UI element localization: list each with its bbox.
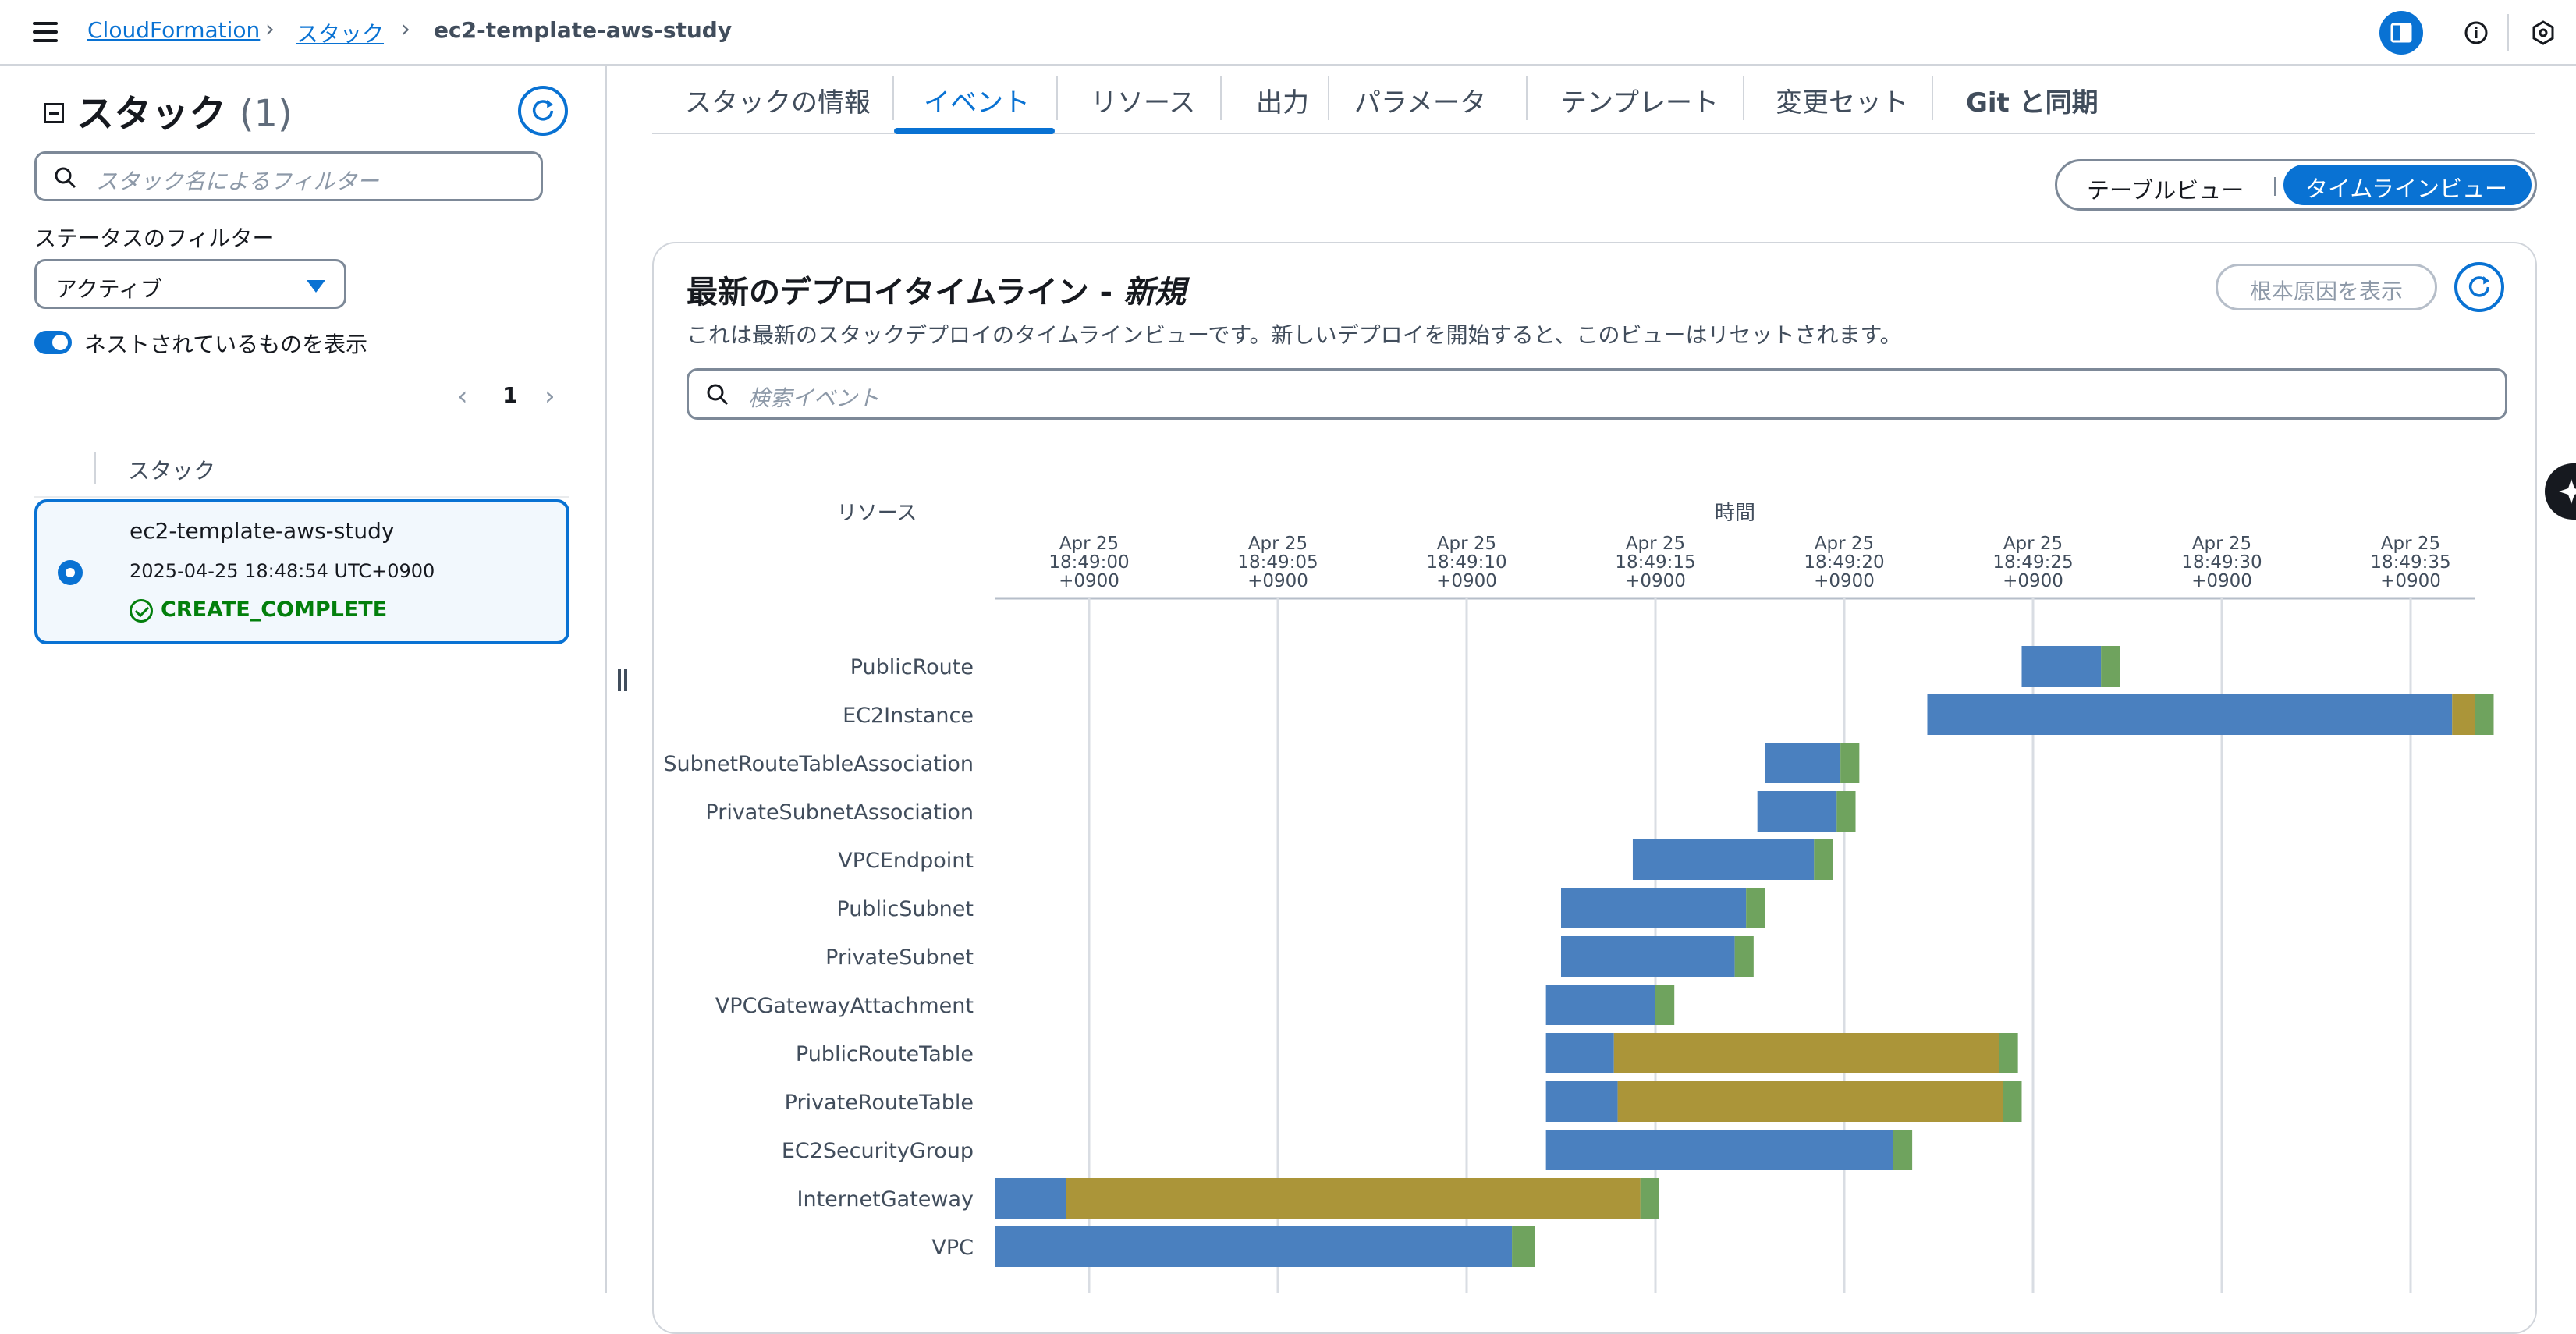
timeline-title-suffix: 新規 [1123,275,1187,310]
assistant-fab[interactable] [2545,463,2576,520]
tab-divider [1743,76,1744,120]
resize-handle-icon[interactable] [616,669,630,691]
pager-current-page[interactable]: 1 [502,382,518,408]
collapse-icon[interactable] [44,103,64,123]
stacks-title: スタック (1) [76,83,293,137]
sparkle-icon [2559,479,2576,504]
breadcrumb-current: ec2-template-aws-study [434,17,733,43]
tab-change-sets[interactable]: 変更セット [1776,87,1908,119]
tab-divider [1932,76,1933,120]
column-header-line [34,496,569,498]
breadcrumb-cloudformation[interactable]: CloudFormation [87,17,261,43]
status-filter-label: ステータスのフィルター [34,225,275,251]
nested-toggle-label: ネストされているものを表示 [84,332,368,357]
stacks-count: (1) [239,92,293,136]
stacks-title-text: スタック [76,92,227,136]
stack-filter-placeholder: スタック名によるフィルター [96,169,379,194]
nested-toggle[interactable] [34,331,72,354]
pager-next-icon[interactable]: › [545,381,555,412]
stack-filter-input[interactable]: スタック名によるフィルター [34,151,543,201]
top-bar: CloudFormation › スタック › ec2-template-aws… [0,0,2576,66]
event-search-placeholder: 検索イベント [748,385,880,411]
root-cause-button[interactable]: 根本原因を表示 [2216,264,2437,310]
search-icon [707,384,729,406]
chevron-right-icon: › [401,16,410,43]
view-toggle-divider [2274,177,2276,196]
pager-prev-icon[interactable]: ‹ [457,381,468,412]
tab-divider [1056,76,1058,120]
status-filter-select[interactable]: アクティブ [34,259,346,309]
panel-toggle-icon[interactable] [2379,11,2423,55]
settings-hex-icon[interactable] [2521,11,2565,55]
search-icon [55,167,76,189]
event-search-input[interactable]: 検索イベント [687,368,2507,420]
tab-git-sync[interactable]: Git と同期 [1966,87,2099,119]
info-icon[interactable] [2454,11,2498,55]
timeline-title: 最新のデプロイタイムライン - 新規 [687,267,1186,312]
stack-column-header: スタック [128,458,216,484]
tab-resources[interactable]: リソース [1091,87,1196,119]
chevron-right-icon: › [265,16,275,43]
status-filter-value: アクティブ [55,276,162,302]
tab-divider [1526,76,1528,120]
timeline-card: 最新のデプロイタイムライン - 新規 これは最新のスタックデプロイのタイムライン… [652,242,2537,1334]
success-check-icon [130,599,153,623]
tab-outputs[interactable]: 出力 [1256,87,1309,119]
detail-tabs: スタックの情報 イベント リソース 出力 パラメータ テンプレート 変更セット … [652,66,2535,134]
refresh-timeline-button[interactable] [2454,262,2504,312]
tab-divider [1220,76,1222,120]
stack-status-text: CREATE_COMPLETE [161,598,388,622]
tab-divider [892,76,894,120]
tab-parameters[interactable]: パラメータ [1354,87,1486,119]
tab-events[interactable]: イベント [924,87,1030,119]
radio-selected-icon[interactable] [58,560,83,585]
tab-active-indicator [894,128,1055,134]
timeline-description: これは最新のスタックデプロイのタイムラインビューです。新しいデプロイを開始すると… [687,322,1902,348]
caret-down-icon [307,280,325,293]
tab-divider [1328,76,1329,120]
timeline-title-text: 最新のデプロイタイムライン - [687,275,1124,310]
refresh-stacks-button[interactable] [518,86,568,136]
breadcrumb-stacks[interactable]: スタック [296,21,385,47]
stack-created-time: 2025-04-25 18:48:54 UTC+0900 [130,560,435,582]
menu-icon[interactable] [33,22,58,42]
stack-name: ec2-template-aws-study [130,518,395,544]
table-view-button[interactable]: テーブルビュー [2087,177,2244,204]
timeline-view-button[interactable]: タイムラインビュー [2283,165,2532,205]
column-divider [94,452,96,484]
tab-template[interactable]: テンプレート [1560,87,1719,119]
stack-list-item[interactable]: ec2-template-aws-study 2025-04-25 18:48:… [34,499,569,644]
tab-stack-info[interactable]: スタックの情報 [685,87,871,119]
view-toggle: テーブルビュー タイムラインビュー [2055,159,2537,211]
